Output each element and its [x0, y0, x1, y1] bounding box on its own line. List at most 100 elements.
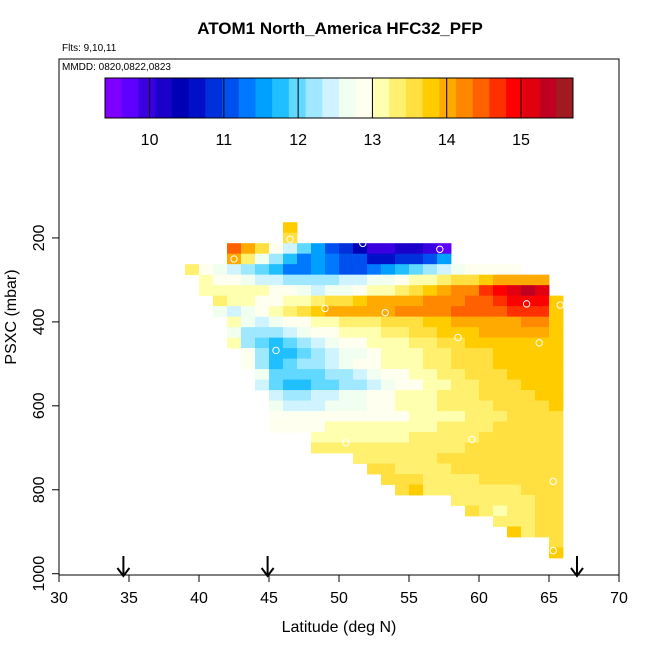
heatmap-cell [213, 295, 228, 307]
heatmap-cell [339, 442, 354, 454]
heatmap-cell [353, 421, 368, 433]
heatmap-cell [535, 515, 550, 527]
heatmap-cell [353, 243, 368, 255]
heatmap-cell [521, 474, 536, 485]
heatmap-cell [521, 411, 536, 422]
heatmap-cell [283, 295, 298, 307]
heatmap-cell [311, 264, 326, 276]
heatmap-cell [493, 369, 508, 380]
heatmap-cell [241, 253, 256, 265]
heatmap-cell [465, 274, 480, 286]
heatmap-cell [255, 285, 270, 297]
heatmap-cell [367, 432, 382, 443]
heatmap-cell [507, 463, 522, 475]
colorbar-swatch [121, 78, 139, 118]
heatmap-cell [493, 390, 508, 401]
heatmap-cell [507, 390, 522, 401]
colorbar-swatch [105, 78, 123, 118]
heatmap-cell [465, 463, 480, 475]
heatmap-cell [409, 442, 424, 454]
heatmap-cell [535, 295, 550, 307]
colorbar-swatch [355, 78, 373, 118]
heatmap-cell [339, 358, 354, 370]
heatmap-cell [409, 390, 424, 401]
heatmap-cell [409, 253, 424, 265]
colorbar-swatch [522, 78, 541, 118]
heatmap-cell [339, 243, 354, 255]
y-tick-label: 400 [31, 308, 48, 335]
heatmap-cell [423, 453, 438, 464]
heatmap-cell [353, 253, 368, 265]
colorbar-tick-label: 12 [289, 132, 307, 149]
sample-marker [535, 339, 543, 347]
heatmap-cell [493, 432, 508, 443]
sample-marker [279, 411, 287, 419]
heatmap-cell [521, 316, 536, 328]
heatmap-cell [381, 379, 396, 391]
heatmap-cell [395, 369, 410, 380]
heatmap-cell [507, 495, 522, 506]
heatmap-cell [479, 369, 494, 380]
heatmap-cell [549, 526, 564, 538]
heatmap-cell [465, 411, 480, 422]
heatmap-cell [227, 306, 242, 318]
x-tick-label: 30 [50, 590, 68, 607]
heatmap-cell [507, 274, 522, 286]
heatmap-cell [423, 253, 438, 265]
heatmap-cell [479, 495, 494, 506]
heatmap-cell [437, 327, 452, 339]
heatmap-cell [521, 442, 536, 454]
heatmap-cell [395, 316, 410, 328]
heatmap-cell [297, 285, 312, 297]
heatmap-cell [311, 316, 326, 328]
heatmap-cell [437, 421, 452, 433]
heatmap-cell [269, 400, 284, 412]
heatmap-cell [465, 369, 480, 380]
heatmap-cell [423, 327, 438, 339]
heatmap-cell [367, 253, 382, 265]
heatmap-cell [423, 243, 438, 255]
colorbar-swatch [205, 78, 223, 118]
sample-marker [436, 245, 444, 253]
heatmap-cell [325, 348, 340, 359]
heatmap-cell [451, 316, 466, 328]
heatmap-cell [437, 358, 452, 370]
heatmap-cell [535, 453, 550, 464]
heatmap-cell [325, 264, 340, 276]
heatmap-cell [367, 411, 382, 422]
sample-marker [321, 304, 329, 313]
heatmap-cell [549, 411, 564, 422]
heatmap-cell [283, 337, 298, 349]
heatmap-cell [535, 306, 550, 318]
heatmap-cell [199, 264, 214, 276]
plot-area [116, 222, 584, 578]
heatmap-cell [521, 390, 536, 401]
heatmap-cell [507, 369, 522, 380]
heatmap-cell [339, 285, 354, 297]
y-tick-label: 200 [31, 224, 48, 251]
heatmap-cell [451, 495, 466, 506]
heatmap-cell [325, 421, 340, 433]
heatmap-cell [381, 295, 396, 307]
heatmap-cell [535, 474, 550, 485]
heatmap-cell [297, 348, 312, 359]
heatmap-cell [507, 306, 522, 318]
heatmap-cell [199, 285, 214, 297]
heatmap-cell [255, 369, 270, 380]
heatmap-cell [283, 369, 298, 380]
heatmap-cell [549, 432, 564, 443]
heatmap-cell [255, 274, 270, 286]
heatmap-cell [395, 432, 410, 443]
heatmap-cell [535, 505, 550, 517]
heatmap-cell [311, 253, 326, 265]
heatmap-cell [395, 474, 410, 485]
heatmap-cell [451, 463, 466, 475]
heatmap-cell [325, 295, 340, 307]
heatmap-cell [451, 432, 466, 443]
heatmap-cell [535, 327, 550, 339]
heatmap-cell [549, 495, 564, 506]
heatmap-cell [549, 484, 564, 496]
heatmap-cell [325, 316, 340, 328]
heatmap-cell [311, 379, 326, 391]
